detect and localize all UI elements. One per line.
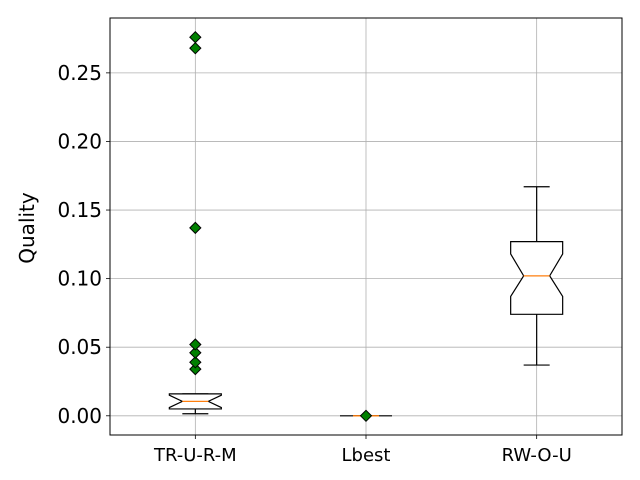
plot-frame [109, 17, 623, 436]
y-tick-label: 0.05 [57, 335, 102, 359]
y-tick-label: 0.15 [57, 198, 102, 222]
x-tick-label: Lbest [342, 445, 391, 466]
outlier-point [189, 362, 202, 376]
axes: 0.00 0.05 0.10 0.15 0.20 0.25 TR-U-R-M Lbest RW-… [57, 17, 623, 466]
grid-lines [110, 18, 622, 435]
outlier-point [189, 30, 202, 44]
notched-box [510, 240, 564, 315]
y-tick-label: 0.00 [57, 404, 102, 428]
x-tick-label: RW-O-U [502, 445, 572, 466]
outlier-point [189, 41, 202, 55]
outlier-point [359, 409, 373, 423]
y-tick-label: 0.10 [57, 267, 102, 291]
box-TR-U-R-M [168, 30, 222, 415]
box-RW-O-U [510, 186, 564, 366]
box-Lbest [340, 409, 392, 423]
outlier-point [189, 221, 202, 235]
y-axis-label: Quality [15, 192, 39, 264]
outlier-point [189, 356, 202, 369]
box-layer [168, 30, 564, 423]
y-tick-label: 0.25 [57, 61, 102, 85]
outlier-point [189, 346, 202, 359]
y-tick-label: 0.20 [57, 129, 102, 153]
x-tick-label: TR-U-R-M [153, 445, 237, 466]
outlier-point [189, 338, 202, 351]
